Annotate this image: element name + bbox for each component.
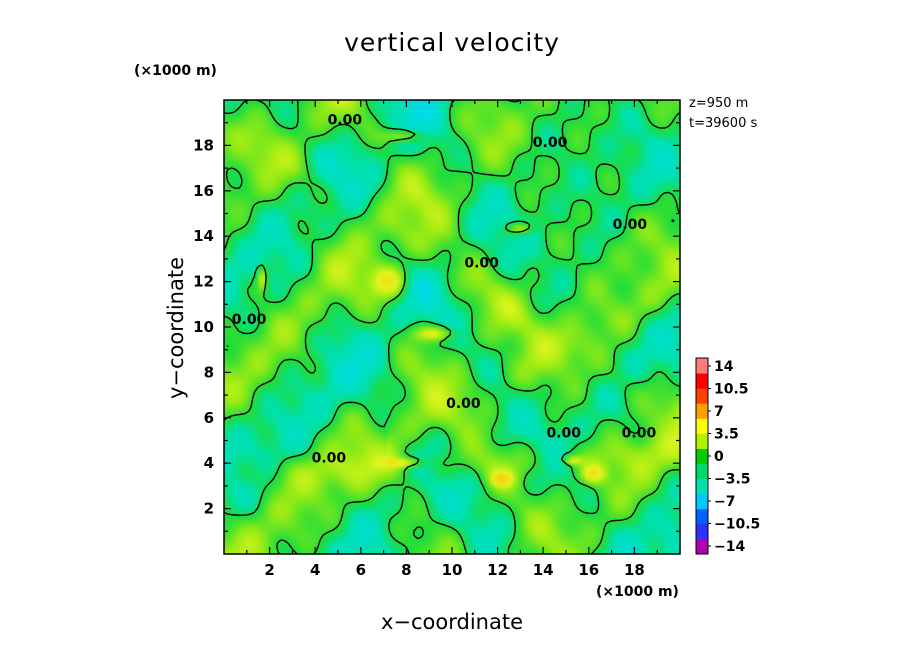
contour-label: 0.00: [232, 312, 267, 328]
contour-label: 0.00: [533, 135, 568, 151]
colorbar-cell: [696, 448, 708, 465]
colorbar-label: 7: [714, 404, 724, 420]
y-tick-label: 16: [193, 182, 214, 200]
contour-line: [223, 99, 681, 555]
x-tick-label: 12: [487, 561, 508, 579]
x-tick-label: 2: [264, 561, 274, 579]
x-tick-label: 6: [356, 561, 366, 579]
contour-label: 0.00: [464, 255, 499, 271]
y-tick-label: 8: [204, 363, 214, 381]
x-tick-label: 14: [533, 561, 554, 579]
colorbar-cell: [696, 403, 708, 419]
colorbar-label: 3.5: [714, 427, 739, 443]
colorbar-cell: [696, 493, 708, 510]
x-axis-label: x−coordinate: [380, 610, 524, 634]
colorbar-label: −3.5: [714, 472, 751, 488]
x-axis-unit: (×1000 m): [596, 584, 679, 600]
zero-contour: [223, 99, 681, 555]
colorbar: 14 10.5 7 3.5 0 −3.5 −7 −10.5 −14: [695, 357, 760, 555]
contour-label: 0.00: [622, 426, 657, 442]
y-tick-label: 12: [193, 273, 214, 291]
colorbar-cell: [696, 433, 708, 449]
x-tick-label: 18: [624, 561, 645, 579]
contour-label: 0.00: [446, 396, 481, 412]
y-axis-unit: (×1000 m): [134, 63, 217, 79]
colorbar-label: −14: [714, 539, 745, 555]
y-tick-label: 2: [204, 500, 214, 518]
colorbar-cell: [696, 478, 708, 495]
time-annotation: t=39600 s: [689, 116, 758, 131]
colorbar-cell: [696, 388, 708, 404]
contour-label: 0.00: [328, 112, 363, 128]
colorbar-label: −7: [714, 494, 735, 510]
y-tick-label: 14: [193, 227, 214, 245]
colorbar-label: 10.5: [714, 382, 749, 398]
y-tick-label: 10: [193, 318, 214, 336]
colorbar-label: 14: [714, 359, 734, 375]
colorbar-cell: [696, 463, 708, 480]
colorbar-label: −10.5: [714, 517, 760, 533]
colorbar-cell: [696, 358, 708, 374]
contour-label: 0.00: [312, 451, 347, 467]
x-tick-label: 8: [401, 561, 411, 579]
contour-label: 0.00: [613, 217, 648, 233]
y-tick-label: 4: [204, 454, 214, 472]
colorbar-label: 0: [714, 449, 724, 465]
chart-title: vertical velocity: [344, 28, 560, 57]
velocity-field: [224, 100, 680, 554]
y-tick-label: 6: [204, 409, 214, 427]
colorbar-cell: [696, 523, 708, 540]
contour-label: 0.00: [546, 426, 581, 442]
x-tick-label: 10: [442, 561, 463, 579]
y-tick-label: 18: [193, 136, 214, 154]
x-tick-label: 16: [578, 561, 599, 579]
colorbar-cell: [696, 538, 708, 555]
height-annotation: z=950 m: [689, 96, 749, 111]
colorbar-cell: [696, 418, 708, 434]
axis-ticks: 2 4 6 8 10 12 14 16 18 2 4 6 8 10 12 14 16 18: [193, 100, 680, 579]
x-tick-label: 4: [310, 561, 320, 579]
colorbar-cell: [696, 508, 708, 525]
colorbar-cell: [696, 373, 708, 389]
